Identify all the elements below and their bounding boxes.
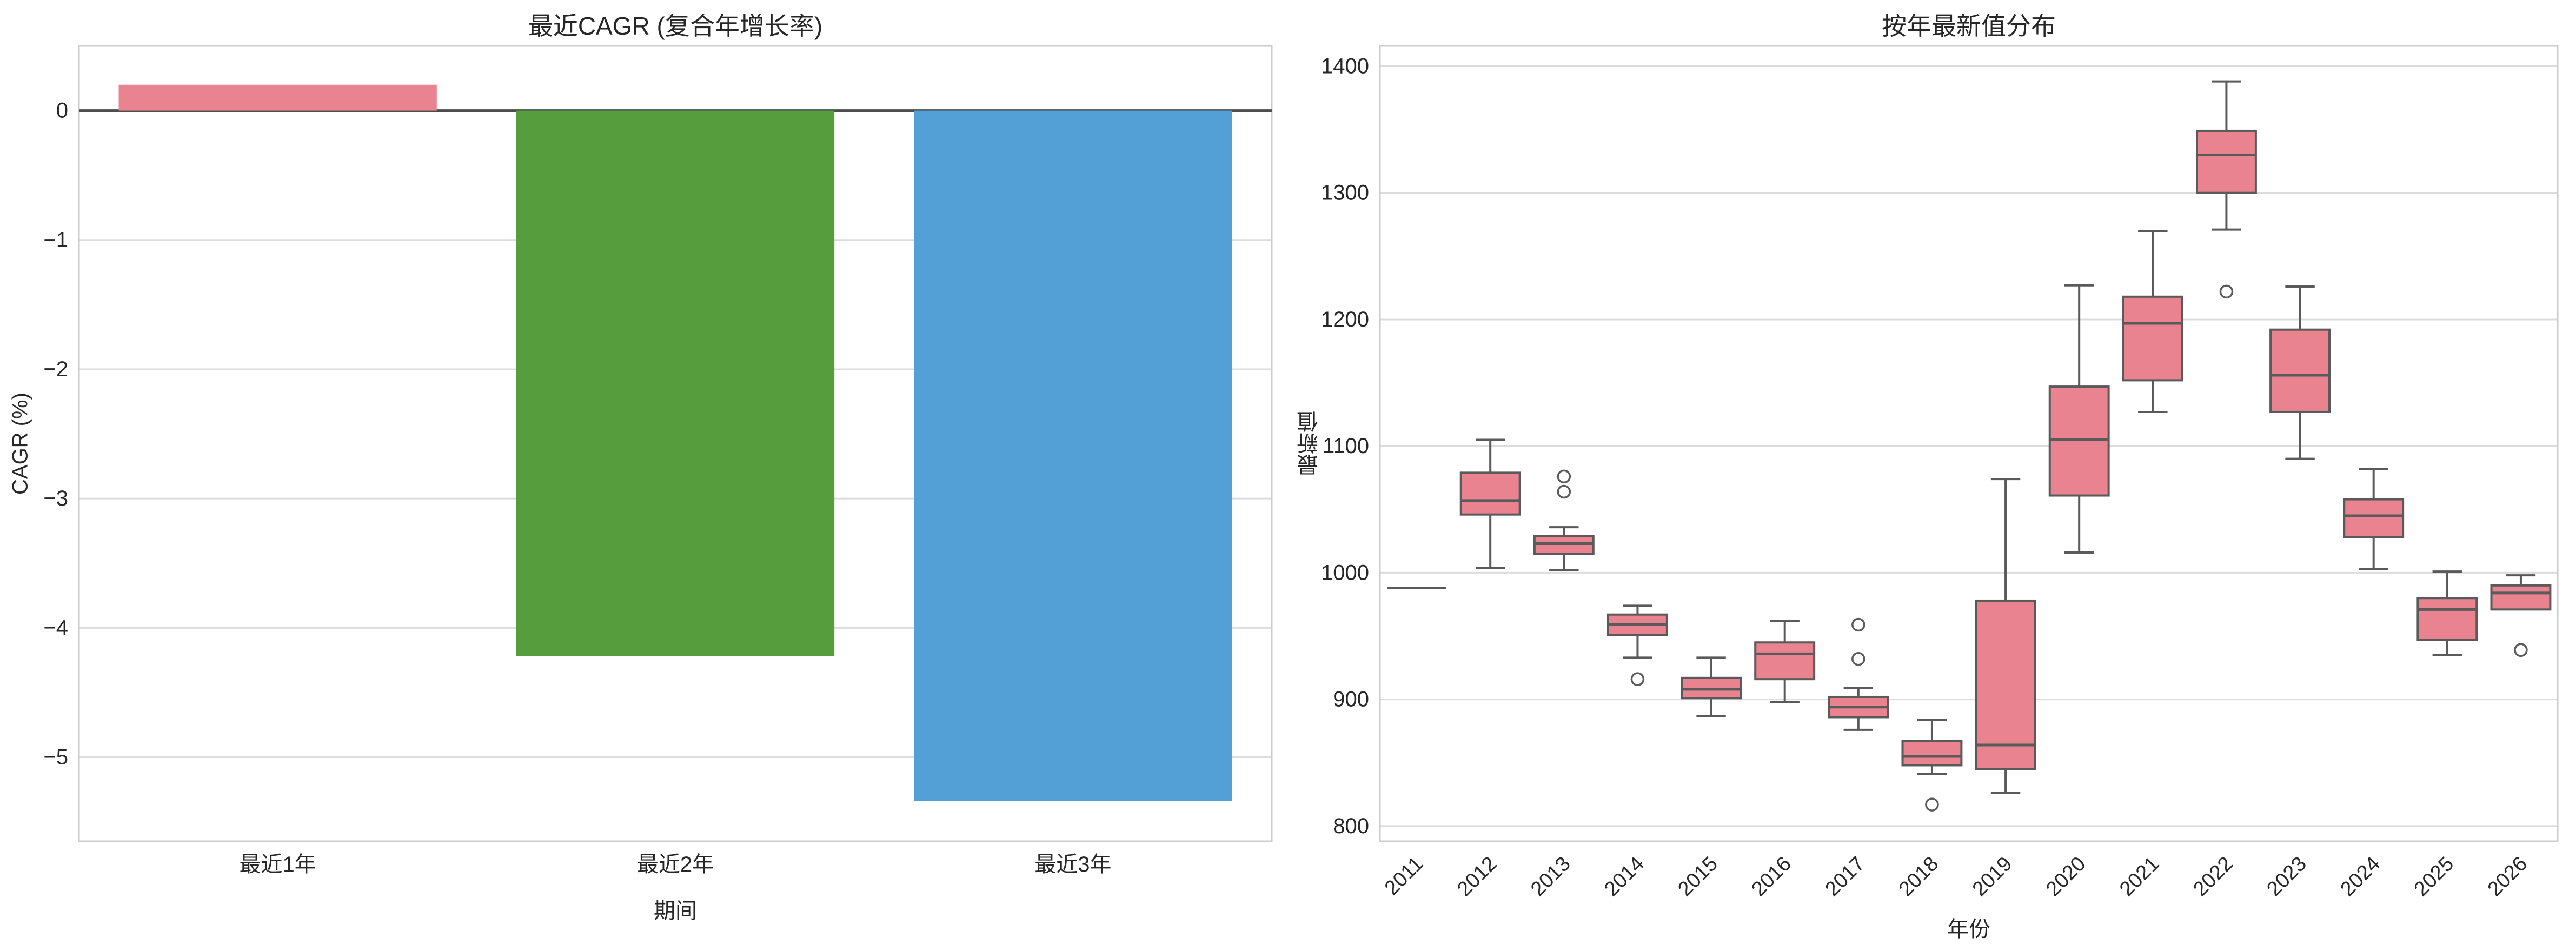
box-2016 <box>1754 641 1816 681</box>
x-tick-label: 最近2年 <box>637 853 714 876</box>
left-y-axis-label: CAGR (%) <box>8 393 32 495</box>
x-tick-label: 2025 <box>2410 853 2458 901</box>
x-tick-label: 2024 <box>2336 853 2385 901</box>
x-tick-label: 2013 <box>1526 853 1575 901</box>
outlier-point <box>1925 797 1939 812</box>
box-2018 <box>1901 740 1963 767</box>
plot-border <box>1379 45 2559 842</box>
x-tick-label: 2021 <box>2115 853 2163 901</box>
y-tick-label: −5 <box>43 746 68 769</box>
plot-border <box>78 45 1273 842</box>
left-x-axis-label: 期间 <box>654 899 697 923</box>
box-2024 <box>2343 498 2405 538</box>
right-x-axis-label: 年份 <box>1947 917 1990 941</box>
outlier-point <box>1630 672 1645 686</box>
x-tick-label: 2026 <box>2484 853 2532 901</box>
y-tick-label: 800 <box>1333 814 1369 838</box>
box-2021 <box>2122 295 2183 382</box>
y-tick-label: −4 <box>43 616 68 640</box>
bar-0 <box>118 84 437 111</box>
box-2012 <box>1459 471 1521 516</box>
y-tick-label: −3 <box>43 487 68 510</box>
outlier-point <box>2514 643 2528 657</box>
x-tick-label: 2018 <box>1895 853 1943 901</box>
outlier-point <box>1557 484 1571 499</box>
y-tick-label: 900 <box>1333 688 1369 711</box>
right-y-axis-label: 最新值 <box>1298 411 1322 476</box>
box-2023 <box>2269 328 2331 413</box>
x-tick-label: 2020 <box>2042 853 2090 901</box>
x-tick-label: 2015 <box>1674 853 1722 901</box>
x-tick-label: 2012 <box>1453 853 1501 901</box>
box-2019 <box>1975 599 2036 770</box>
x-tick-label: 2023 <box>2262 853 2311 901</box>
outlier-point <box>1557 469 1571 484</box>
outlier-point <box>1851 617 1865 632</box>
y-tick-label: 1300 <box>1321 181 1369 205</box>
bar-1 <box>516 110 835 656</box>
y-tick-label: −2 <box>43 357 68 381</box>
x-tick-label: 2011 <box>1380 853 1428 900</box>
bar-2 <box>914 110 1232 801</box>
x-tick-label: 2014 <box>1600 853 1648 901</box>
x-tick-label: 最近1年 <box>240 853 316 876</box>
x-tick-label: 2022 <box>2189 853 2237 901</box>
right-chart-title: 按年最新值分布 <box>1882 12 2056 40</box>
box-2022 <box>2195 129 2257 194</box>
y-tick-label: 0 <box>56 99 68 123</box>
outlier-point <box>2219 284 2234 299</box>
x-tick-label: 2019 <box>1968 853 2016 901</box>
y-tick-label: −1 <box>43 228 68 252</box>
outlier-point <box>1851 651 1865 666</box>
box-2025 <box>2416 597 2478 641</box>
y-tick-label: 1400 <box>1321 54 1369 78</box>
box-2026 <box>2490 584 2552 611</box>
y-tick-label: 1100 <box>1323 434 1369 458</box>
x-tick-label: 最近3年 <box>1034 853 1111 876</box>
y-tick-label: 1000 <box>1321 561 1369 584</box>
left-chart-title: 最近CAGR (复合年增长率) <box>528 12 823 40</box>
x-tick-label: 2017 <box>1821 853 1869 901</box>
y-tick-label: 1200 <box>1321 308 1369 331</box>
x-tick-label: 2016 <box>1748 853 1796 901</box>
